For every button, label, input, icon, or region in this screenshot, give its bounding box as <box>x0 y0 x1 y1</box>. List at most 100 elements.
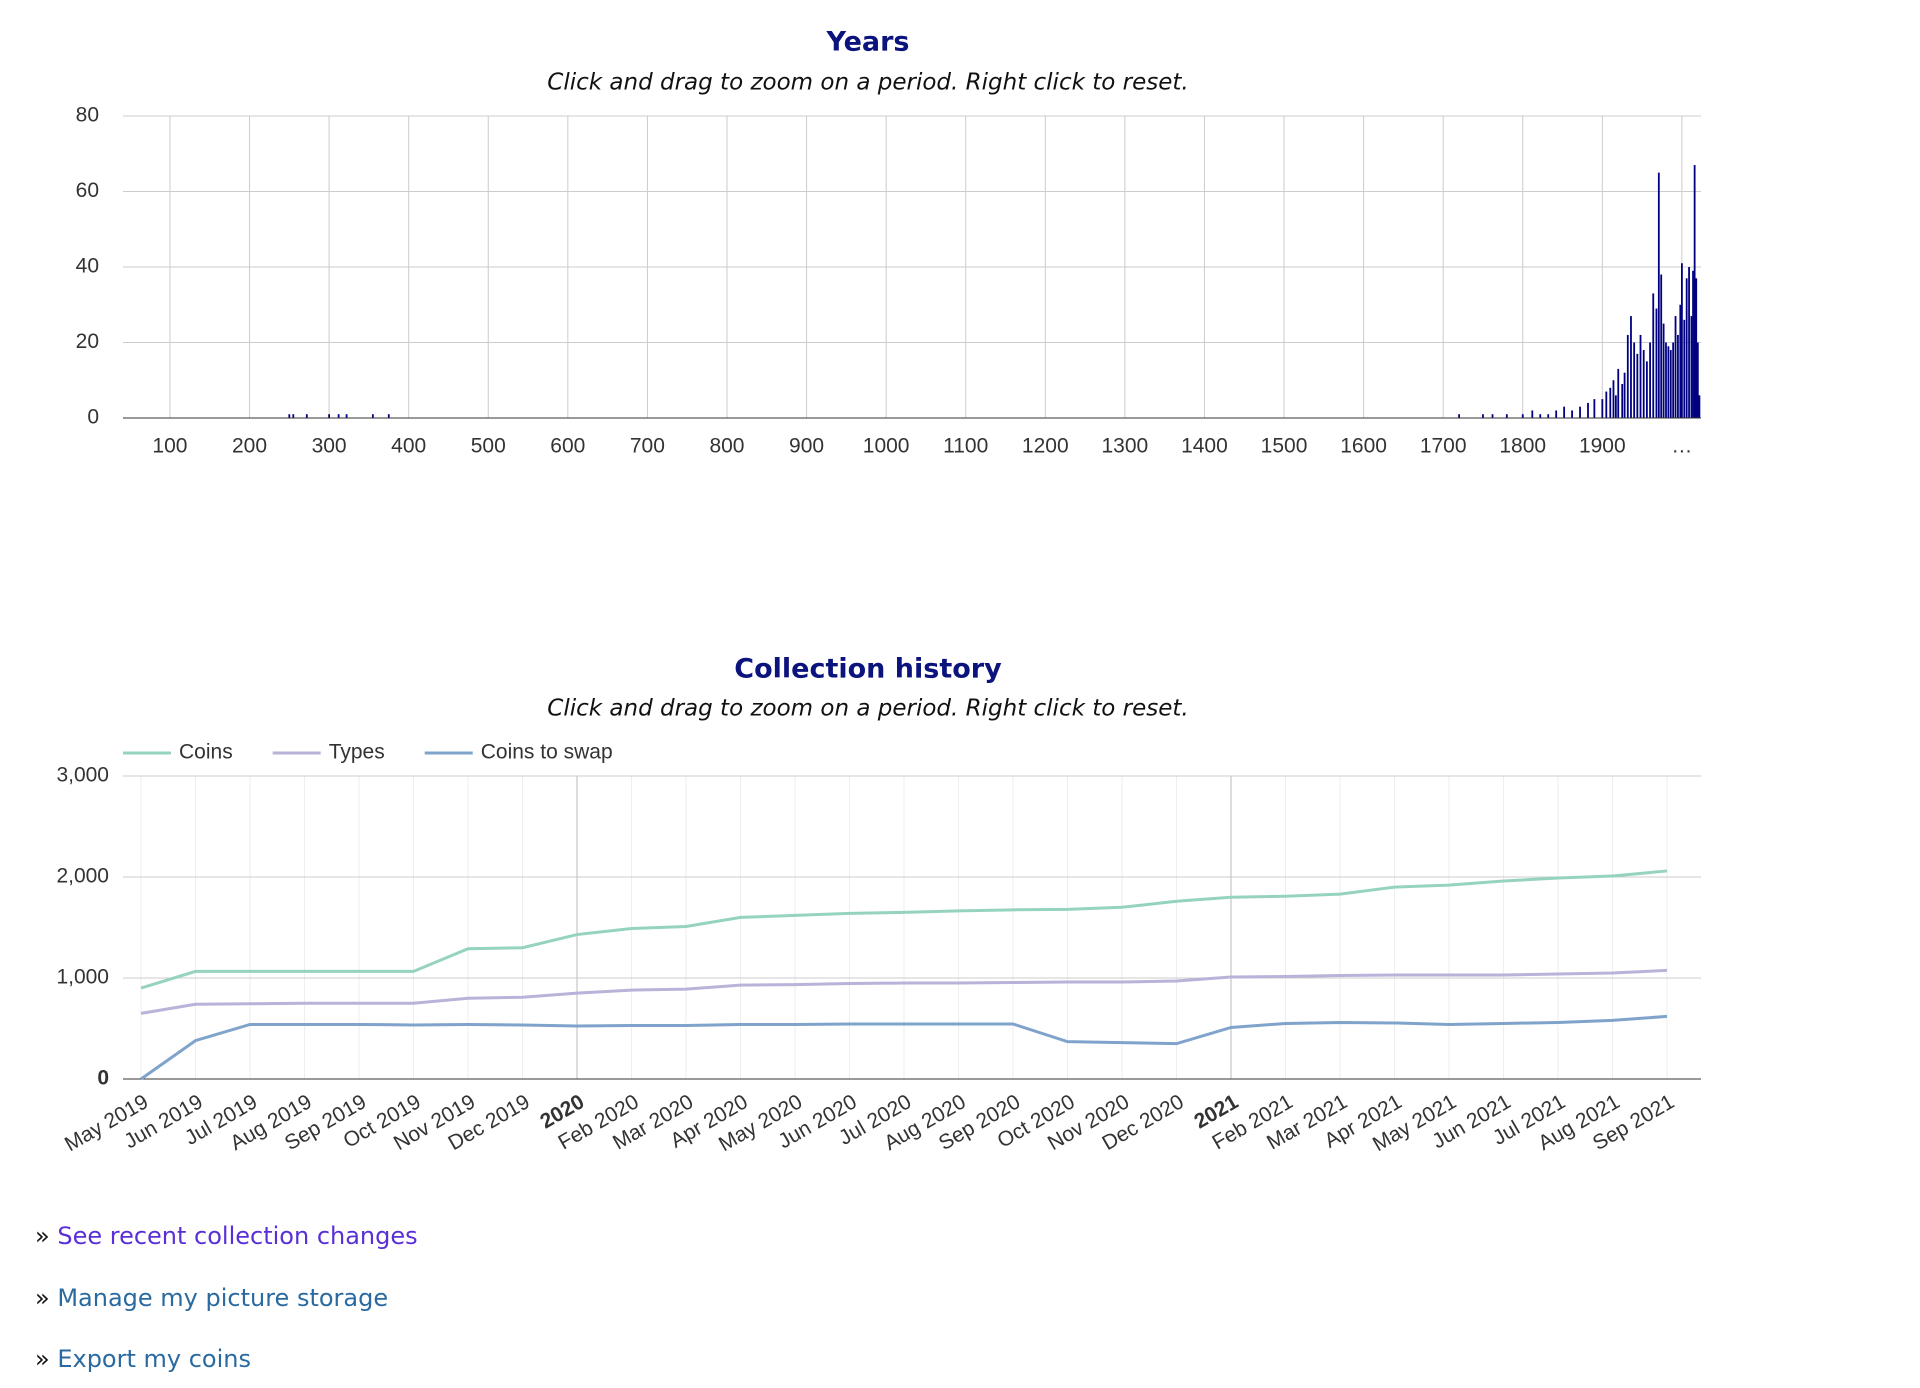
bar <box>1539 414 1542 418</box>
marker: » <box>35 1284 50 1312</box>
y-tick-label: 3,000 <box>56 764 109 787</box>
series-line <box>140 869 1668 990</box>
bar <box>1605 391 1608 418</box>
x-tick-label: 500 <box>471 435 506 458</box>
bar <box>1681 263 1683 418</box>
bar <box>1698 395 1701 418</box>
bar <box>1555 410 1558 418</box>
bar <box>1633 342 1636 418</box>
series-line <box>140 968 1668 1015</box>
x-tick-label: 1800 <box>1499 435 1546 458</box>
bar <box>1645 361 1648 418</box>
series-line <box>140 1014 1668 1081</box>
bar <box>1505 414 1508 418</box>
bar <box>337 414 340 418</box>
bar <box>1617 368 1620 418</box>
bar <box>1690 316 1693 418</box>
link-row: » Export my coins <box>35 1345 251 1373</box>
x-tick-label: 400 <box>391 435 426 458</box>
bar <box>1692 270 1694 418</box>
x-tick-label: 300 <box>312 435 347 458</box>
bar <box>1636 353 1639 418</box>
bar <box>1685 278 1688 418</box>
x-tick-label: … <box>1671 435 1692 458</box>
bar <box>371 414 374 418</box>
x-tick-label: 1700 <box>1420 435 1467 458</box>
bar <box>1639 334 1642 418</box>
link-row: » See recent collection changes <box>35 1222 418 1250</box>
x-tick-label: 1300 <box>1102 435 1149 458</box>
y-tick-label: 1,000 <box>56 966 109 989</box>
x-tick-label: 1900 <box>1579 435 1626 458</box>
y-tick-label: 60 <box>76 179 99 202</box>
x-tick-label: 1200 <box>1022 435 1069 458</box>
bar <box>1695 278 1698 418</box>
bar <box>1621 384 1624 418</box>
bar <box>1579 406 1581 418</box>
chart-title: Years <box>826 27 910 58</box>
bar <box>1679 304 1682 418</box>
legend-label: Coins <box>179 741 233 764</box>
link[interactable]: Manage my picture storage <box>57 1284 389 1312</box>
bar <box>1563 406 1566 418</box>
bar <box>1614 395 1617 418</box>
bar <box>1571 410 1573 418</box>
bar <box>1652 293 1655 418</box>
chart-subtitle: Click and drag to zoom on a period. Righ… <box>547 696 1188 722</box>
x-tick-label: 1000 <box>863 435 910 458</box>
bar <box>1601 399 1604 418</box>
bar <box>1531 410 1534 418</box>
bar <box>1660 274 1663 418</box>
marker: » <box>35 1222 50 1250</box>
bar <box>1521 414 1524 418</box>
bar <box>1677 334 1679 418</box>
bar <box>345 414 348 418</box>
x-tick-label: 200 <box>232 435 267 458</box>
bar <box>1626 334 1629 418</box>
x-tick-label: 1500 <box>1261 435 1308 458</box>
bar <box>1482 414 1484 418</box>
y-tick-label: 2,000 <box>56 865 109 888</box>
bar <box>1657 172 1660 418</box>
legend-label: Coins to swap <box>481 741 613 764</box>
bar <box>1649 342 1651 418</box>
bar <box>1655 308 1658 418</box>
bar <box>387 414 390 418</box>
bar <box>328 414 331 418</box>
bar <box>288 414 291 418</box>
bar <box>1491 414 1494 418</box>
bar <box>1669 350 1672 418</box>
legend-label: Types <box>329 741 385 764</box>
link[interactable]: See recent collection changes <box>57 1222 418 1250</box>
bar <box>292 414 295 418</box>
bar <box>1547 414 1550 418</box>
marker: » <box>35 1345 50 1373</box>
bar <box>1593 399 1596 418</box>
bar <box>1683 319 1686 418</box>
x-tick-label: 1400 <box>1181 435 1228 458</box>
x-tick-label: 800 <box>709 435 744 458</box>
y-tick-label: 0 <box>87 406 99 429</box>
bar <box>1665 342 1667 418</box>
bar <box>1696 342 1699 418</box>
x-tick-label: 1100 <box>943 435 988 458</box>
x-tick-label: 900 <box>789 435 824 458</box>
x-tick-label: 600 <box>550 435 585 458</box>
bar <box>1630 316 1632 418</box>
link[interactable]: Export my coins <box>57 1345 251 1373</box>
bar <box>1674 316 1677 418</box>
bar <box>1623 372 1626 418</box>
bar <box>1662 323 1665 418</box>
link-row: » Manage my picture storage <box>35 1284 388 1312</box>
bar <box>1458 414 1460 418</box>
y-tick-label: 20 <box>76 330 99 353</box>
bar <box>1672 342 1675 418</box>
y-tick-label: 0 <box>97 1067 109 1090</box>
bar <box>1612 380 1615 418</box>
bar <box>1688 267 1690 418</box>
chart-subtitle: Click and drag to zoom on a period. Righ… <box>547 70 1188 96</box>
bar <box>1693 165 1696 418</box>
y-tick-label: 40 <box>76 255 99 278</box>
